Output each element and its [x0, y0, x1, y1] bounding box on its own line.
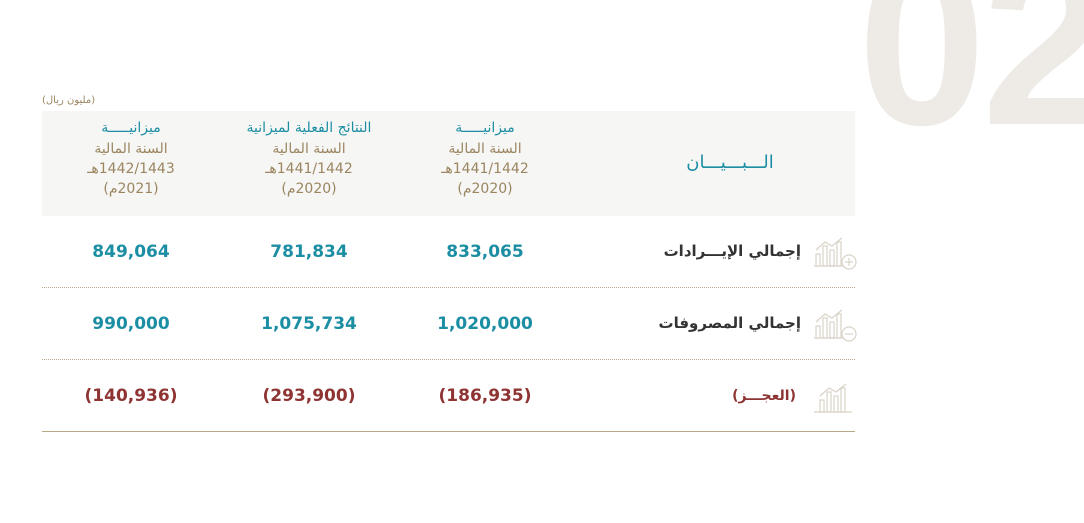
row-label-revenues: إجمالي الإيـــرادات [663, 242, 801, 260]
row-label-deficit: (العجـــز) [732, 388, 796, 404]
col-line1: السنة المالية [94, 141, 168, 157]
value-cell: 849,064 [92, 242, 170, 262]
row-label-expenses: إجمالي المصروفات [658, 314, 801, 332]
table-header-band [42, 111, 855, 216]
col-line3: (2021م) [103, 181, 159, 197]
col-line3: (2020م) [281, 181, 337, 197]
value-cell: 781,834 [270, 242, 348, 262]
col-line2: 1441/1442هـ [441, 161, 529, 177]
col-line1: السنة المالية [272, 141, 346, 157]
col-title: ميزانيـــــة [455, 120, 515, 136]
col-header-budget-2020: ميزانيـــــة السنة المالية 1441/1442هـ (… [395, 117, 575, 199]
col-line3: (2020م) [457, 181, 513, 197]
table-bottom-rule [42, 431, 855, 432]
value-cell: (140,936) [84, 386, 178, 406]
value-cell: (186,935) [438, 386, 532, 406]
col-line2: 1442/1443هـ [87, 161, 175, 177]
chart-plus-icon [814, 237, 857, 270]
unit-note: (مليون ريال) [42, 95, 96, 106]
section-number-watermark: 02 [858, 0, 1084, 173]
chart-bars-icon [814, 383, 852, 413]
col-header-actual-2020: النتائج الفعلية لميزانية السنة المالية 1… [219, 117, 399, 199]
col-title: ميزانيـــــة [101, 120, 161, 136]
row-divider [42, 287, 855, 288]
value-cell: 1,020,000 [437, 314, 533, 334]
value-cell: 990,000 [92, 314, 170, 334]
col-line1: السنة المالية [448, 141, 522, 157]
header-bayan: الـــبـــيـــان [686, 152, 774, 173]
col-header-budget-2021: ميزانيـــــة السنة المالية 1442/1443هـ (… [41, 117, 221, 199]
value-cell: 833,065 [446, 242, 524, 262]
col-title: النتائج الفعلية لميزانية [246, 120, 372, 136]
col-line2: 1441/1442هـ [265, 161, 353, 177]
chart-minus-icon [814, 309, 857, 342]
value-cell: (293,900) [262, 386, 356, 406]
value-cell: 1,075,734 [261, 314, 357, 334]
row-divider [42, 359, 855, 360]
